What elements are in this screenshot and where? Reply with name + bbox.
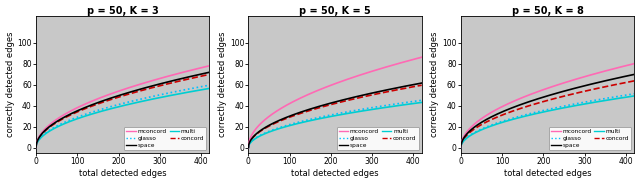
Title: p = 50, K = 8: p = 50, K = 8 [511, 5, 584, 15]
Y-axis label: correctly detected edges: correctly detected edges [430, 32, 440, 137]
Y-axis label: correctly detected edges: correctly detected edges [218, 32, 227, 137]
Title: p = 50, K = 5: p = 50, K = 5 [299, 5, 371, 15]
Legend: mconcord, glasso, space, multi, concord: mconcord, glasso, space, multi, concord [337, 127, 419, 150]
X-axis label: total detected edges: total detected edges [504, 169, 591, 178]
Legend: mconcord, glasso, space, multi, concord: mconcord, glasso, space, multi, concord [124, 127, 206, 150]
X-axis label: total detected edges: total detected edges [291, 169, 379, 178]
Y-axis label: correctly detected edges: correctly detected edges [6, 32, 15, 137]
X-axis label: total detected edges: total detected edges [79, 169, 166, 178]
Title: p = 50, K = 3: p = 50, K = 3 [87, 5, 159, 15]
Legend: mconcord, glasso, space, multi, concord: mconcord, glasso, space, multi, concord [549, 127, 631, 150]
